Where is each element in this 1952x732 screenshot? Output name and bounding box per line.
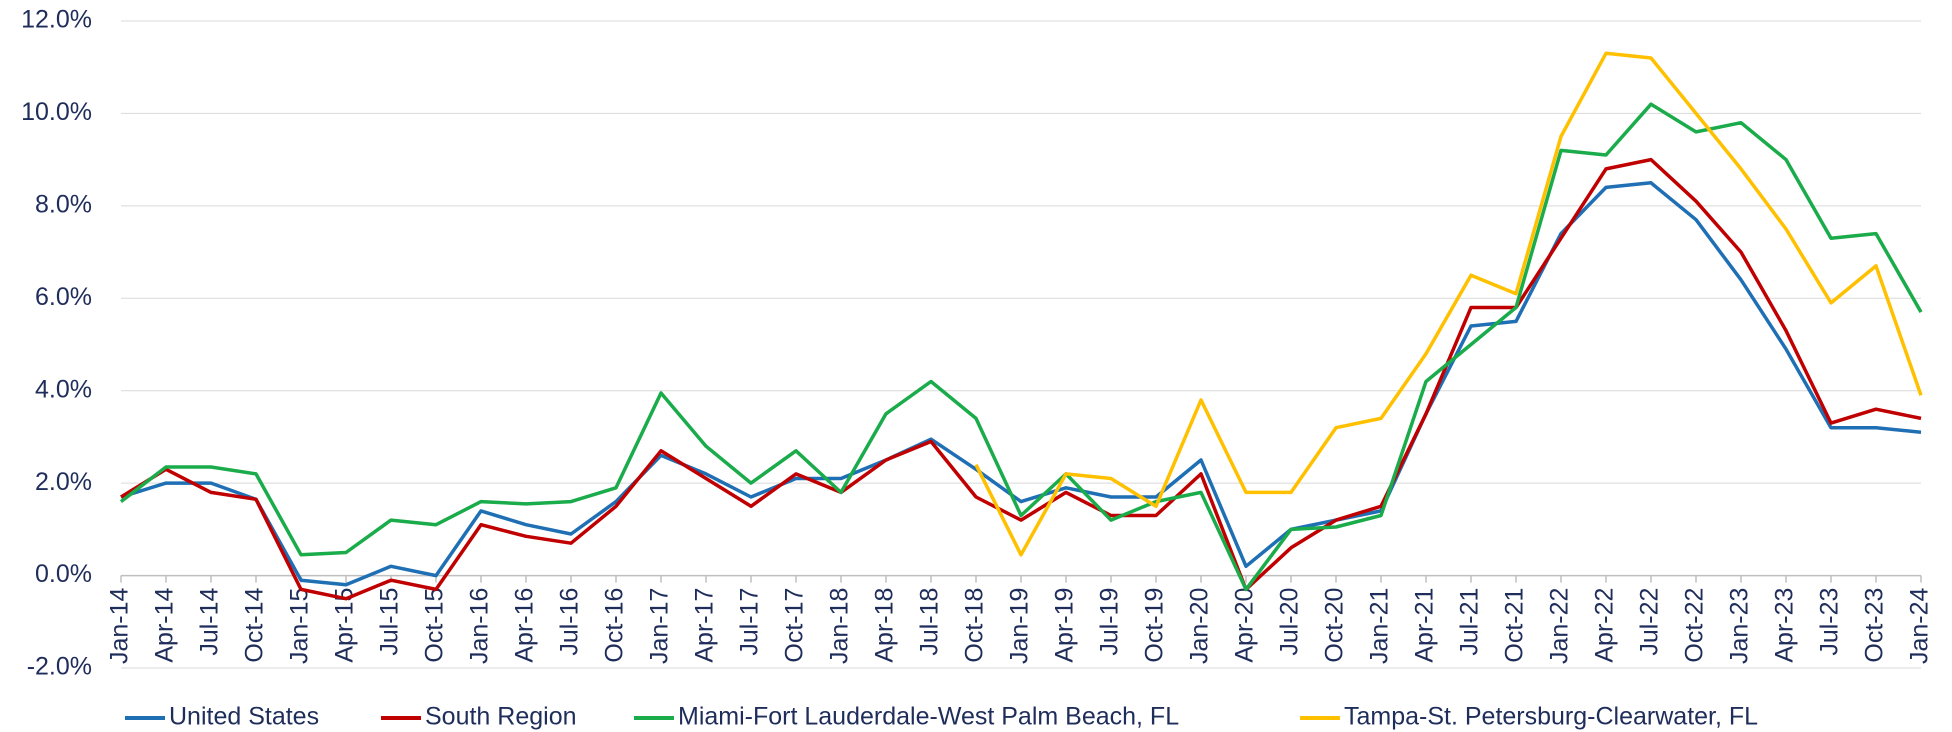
y-tick-label: 12.0% [21,6,92,34]
x-tick-label: Jan-20 [1186,588,1214,664]
x-tick-label: Jul-18 [916,588,944,656]
x-tick-label: Oct-14 [241,587,269,662]
x-tick-label: Jan-15 [286,588,314,664]
x-tick-label: Apr-22 [1591,588,1619,663]
x-tick-label: Apr-18 [871,588,899,663]
x-tick-label: Oct-16 [601,588,629,663]
series-line [119,102,1923,592]
x-tick-label: Apr-17 [691,588,719,663]
x-tick-label: Apr-20 [1231,588,1259,663]
legend-label: Miami-Fort Lauderdale-West Palm Beach, F… [678,703,1179,731]
x-tick-label: Apr-23 [1771,588,1799,663]
x-tick-label: Jan-17 [646,588,674,664]
series-line [974,51,1923,557]
x-tick-label: Jan-23 [1726,588,1754,664]
y-tick-label: 0.0% [35,560,92,588]
y-tick-label: 6.0% [35,283,92,311]
x-tick-label: Jul-15 [376,588,404,656]
y-tick-label: 10.0% [21,98,92,126]
x-tick-label: Jul-23 [1816,588,1844,656]
x-tick-label: Oct-18 [961,588,989,663]
x-tick-label: Apr-21 [1411,588,1439,663]
x-tick-label: Jul-21 [1456,588,1484,656]
x-tick-label: Oct-21 [1501,588,1529,663]
x-tick-label: Jul-22 [1636,588,1664,656]
x-tick-label: Oct-22 [1681,588,1709,663]
x-tick-label: Jul-20 [1276,588,1304,656]
legend-label: United States [169,703,319,731]
legend-label: South Region [425,703,577,731]
x-tick-label: Jan-14 [106,587,134,664]
x-tick-label: Oct-19 [1141,588,1169,663]
x-tick-label: Jan-18 [826,588,854,664]
y-tick-label: 2.0% [35,468,92,496]
x-tick-label: Oct-23 [1861,588,1889,663]
legend-label: Tampa-St. Petersburg-Clearwater, FL [1344,703,1758,731]
x-tick-label: Oct-15 [421,588,449,663]
x-tick-label: Jan-21 [1366,588,1394,664]
x-tick-label: Jan-19 [1006,588,1034,664]
x-tick-label: Oct-17 [781,588,809,663]
x-tick-label: Apr-16 [511,588,539,663]
y-tick-label: -2.0% [27,653,92,681]
x-tick-label: Jan-16 [466,588,494,664]
y-tick-label: 4.0% [35,375,92,403]
series-line [120,181,1922,587]
x-tick-label: Jul-17 [736,588,764,656]
x-tick-label: Jul-16 [556,588,584,656]
x-tick-label: Jul-14 [196,587,224,655]
x-tick-label: Apr-19 [1051,588,1079,663]
y-tick-label: 8.0% [35,190,92,218]
series-line [120,157,1922,601]
x-tick-label: Jul-19 [1096,588,1124,656]
x-tick-label: Jan-24 [1906,587,1934,664]
x-tick-label: Oct-20 [1321,588,1349,663]
x-tick-label: Jan-22 [1546,588,1574,664]
x-tick-label: Apr-14 [151,587,179,662]
